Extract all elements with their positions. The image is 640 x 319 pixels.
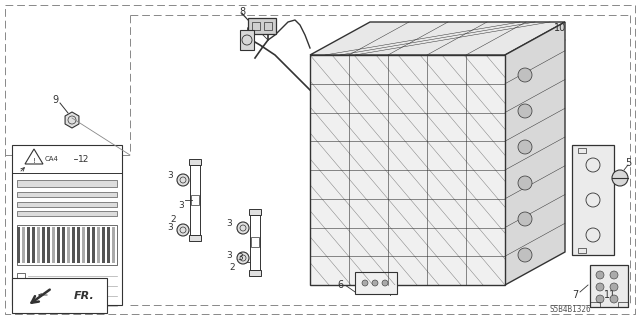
- Circle shape: [518, 140, 532, 154]
- Bar: [107, 227, 109, 263]
- Bar: [47, 227, 50, 263]
- Circle shape: [372, 280, 378, 286]
- Text: 8: 8: [239, 7, 245, 17]
- Circle shape: [382, 280, 388, 286]
- Polygon shape: [310, 55, 505, 285]
- Bar: [37, 227, 40, 263]
- Text: !: !: [33, 158, 35, 164]
- Bar: [618, 302, 628, 307]
- Bar: [17, 303, 25, 310]
- Circle shape: [596, 283, 604, 291]
- Text: 5: 5: [625, 158, 631, 168]
- Circle shape: [518, 248, 532, 262]
- Circle shape: [596, 271, 604, 279]
- Bar: [27, 227, 29, 263]
- Bar: [112, 227, 115, 263]
- Circle shape: [610, 283, 618, 291]
- Circle shape: [596, 295, 604, 303]
- Circle shape: [612, 170, 628, 186]
- Bar: [250, 215, 260, 270]
- Circle shape: [177, 174, 189, 186]
- Text: 3: 3: [226, 250, 232, 259]
- Text: 12: 12: [78, 154, 90, 164]
- Bar: [251, 237, 259, 247]
- Bar: [97, 227, 100, 263]
- Circle shape: [518, 104, 532, 118]
- Bar: [590, 302, 600, 307]
- Bar: [77, 227, 80, 263]
- Bar: [17, 273, 25, 280]
- Bar: [17, 283, 25, 290]
- Bar: [82, 227, 84, 263]
- Bar: [249, 270, 261, 276]
- Circle shape: [237, 222, 249, 234]
- Bar: [62, 227, 65, 263]
- Text: 6: 6: [337, 280, 343, 290]
- Circle shape: [237, 252, 249, 264]
- Text: 3: 3: [226, 219, 232, 227]
- Bar: [67, 227, 70, 263]
- Polygon shape: [65, 112, 79, 128]
- Circle shape: [177, 224, 189, 236]
- Bar: [12, 278, 107, 313]
- Text: 10: 10: [554, 23, 566, 33]
- Text: 3: 3: [167, 170, 173, 180]
- Polygon shape: [505, 22, 565, 285]
- Text: 11: 11: [604, 290, 616, 300]
- Bar: [102, 227, 105, 263]
- Bar: [355, 272, 397, 294]
- Bar: [22, 227, 25, 263]
- Polygon shape: [310, 22, 565, 55]
- Bar: [17, 180, 117, 187]
- Text: 2: 2: [229, 263, 235, 272]
- Bar: [72, 227, 75, 263]
- Text: CA4: CA4: [45, 156, 59, 162]
- Bar: [252, 22, 260, 30]
- Bar: [17, 192, 117, 197]
- Bar: [32, 227, 35, 263]
- Text: 2: 2: [170, 216, 176, 225]
- Polygon shape: [310, 55, 505, 285]
- Bar: [92, 227, 95, 263]
- Circle shape: [610, 295, 618, 303]
- Bar: [590, 265, 628, 307]
- Bar: [42, 227, 45, 263]
- Bar: [248, 18, 276, 34]
- Bar: [189, 159, 201, 165]
- Bar: [17, 227, 20, 263]
- Bar: [572, 145, 614, 255]
- Bar: [17, 202, 117, 207]
- Text: 9: 9: [52, 95, 58, 105]
- Circle shape: [518, 212, 532, 226]
- Bar: [249, 209, 261, 215]
- Text: 3: 3: [237, 254, 243, 263]
- Bar: [191, 195, 199, 205]
- Circle shape: [610, 271, 618, 279]
- Bar: [57, 227, 60, 263]
- Text: 3: 3: [167, 224, 173, 233]
- Bar: [578, 148, 586, 153]
- Text: FR.: FR.: [74, 291, 95, 301]
- Bar: [17, 293, 25, 300]
- Circle shape: [518, 68, 532, 82]
- Bar: [264, 22, 272, 30]
- Text: 3: 3: [178, 201, 184, 210]
- Bar: [17, 225, 117, 265]
- Text: S5B4B1326: S5B4B1326: [549, 306, 591, 315]
- Bar: [87, 227, 90, 263]
- Bar: [189, 235, 201, 241]
- Bar: [12, 145, 122, 305]
- Bar: [190, 165, 200, 235]
- Circle shape: [362, 280, 368, 286]
- Bar: [52, 227, 55, 263]
- Bar: [17, 211, 117, 216]
- Circle shape: [518, 176, 532, 190]
- Bar: [240, 30, 254, 50]
- Text: 7: 7: [572, 290, 578, 300]
- Bar: [578, 248, 586, 253]
